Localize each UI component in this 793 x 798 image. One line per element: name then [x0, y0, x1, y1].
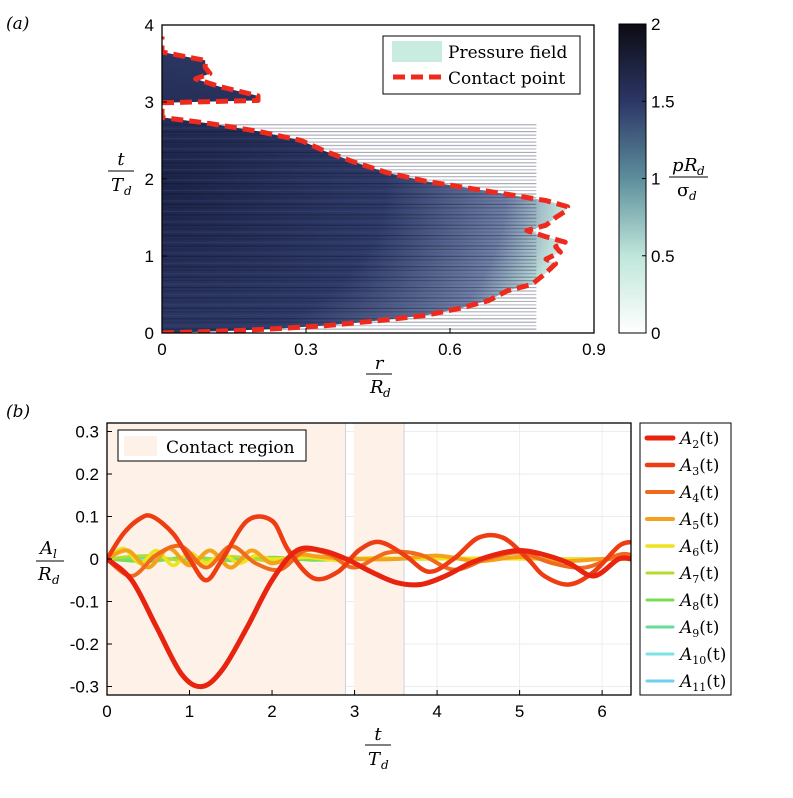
legend-contact-region: Contact region — [117, 429, 307, 462]
colorbar-tick-label: 1.5 — [651, 92, 675, 111]
colorbar-label-den-sub: d — [689, 189, 697, 203]
y-tick-label-a: 0 — [145, 324, 154, 343]
x-tick-label-b: 3 — [350, 702, 359, 721]
legend-a-pressure-label: Pressure field — [448, 43, 567, 63]
legend-b-label-a4: A4(t) — [678, 483, 719, 505]
x-label-b-den-sub: d — [381, 758, 389, 772]
y-tick-label-b: 0.3 — [75, 423, 99, 442]
legend-b-items: A2(t) A3(t) A4(t) A5(t) A6(t) A7(t) A8(t) A9(t)… — [644, 429, 726, 694]
y-label-b-den: R — [37, 564, 52, 585]
legend-b-label-a10: A10(t) — [678, 645, 726, 667]
x-tick-label-a: 0 — [157, 340, 166, 359]
colorbar-label: p R d σ d — [669, 155, 708, 203]
colorbar-tick-label: 0 — [651, 324, 660, 343]
x-tick-label-a: 0.6 — [438, 340, 462, 359]
y-ticks-b: 0.3 0.2 0.1 0 -0.1 -0.2 -0.3 — [70, 423, 112, 697]
y-ticks-a: 0 1 2 3 4 — [145, 16, 167, 343]
x-label-a-den: R — [369, 377, 384, 398]
x-tick-label-a: 0.3 — [294, 340, 318, 359]
panel-label-a: (a) — [6, 14, 29, 34]
y-label-a-den-sub: d — [124, 184, 132, 198]
colorbar-tick-label: 2 — [651, 15, 660, 34]
x-tick-label-b: 6 — [597, 702, 606, 721]
series-line-a2 — [107, 545, 631, 690]
x-tick-label-b: 5 — [515, 702, 524, 721]
x-label-b-num: t — [374, 724, 382, 745]
y-label-b-num-sub: l — [53, 547, 57, 561]
x-tick-label-b: 0 — [102, 702, 111, 721]
legend-b-label-a11: A11(t) — [678, 672, 726, 694]
y-tick-label-b: -0.2 — [70, 635, 99, 654]
contact-point-curve — [162, 36, 571, 333]
mode-amplitude-lines — [107, 513, 631, 690]
colorbar-tick-label: 1 — [651, 170, 660, 189]
pressure-field-heatmap — [162, 36, 568, 333]
y-label-a-num: t — [117, 149, 125, 170]
legend-a-pressure-swatch — [392, 41, 442, 62]
y-tick-label-a: 2 — [145, 170, 154, 189]
x-tick-label-b: 2 — [267, 702, 276, 721]
contact-point-line — [162, 36, 571, 333]
panel-label-b: (b) — [6, 402, 30, 422]
y-tick-label-b: 0 — [90, 550, 99, 569]
legend-b-label-a3: A3(t) — [678, 456, 719, 478]
x-tick-label-a: 0.9 — [582, 340, 606, 359]
x-tick-label-b: 4 — [432, 702, 441, 721]
legend-b-box — [639, 422, 732, 696]
legend-b-label-a6: A6(t) — [678, 537, 719, 559]
y-tick-label-a: 1 — [145, 247, 154, 266]
colorbar: 0 0.5 1 1.5 2 p R d σ d — [618, 15, 708, 343]
y-tick-label-a: 3 — [145, 93, 154, 112]
legend-b-label-a7: A7(t) — [678, 564, 719, 586]
y-tick-label-b: 0.1 — [75, 508, 99, 527]
legend-contact-region-label: Contact region — [166, 438, 295, 458]
colorbar-tick-label: 0.5 — [651, 247, 675, 266]
x-label-a-den-sub: d — [383, 386, 391, 400]
colorbar-label-num-sub: d — [697, 164, 705, 178]
legend-b-label-a5: A5(t) — [678, 510, 719, 532]
legend-b: A2(t) A3(t) A4(t) A5(t) A6(t) A7(t) A8(t) A9(t)… — [639, 422, 732, 696]
y-tick-label-b: -0.1 — [70, 593, 99, 612]
colorbar-gradient — [618, 23, 647, 334]
x-label-a-num: r — [375, 353, 385, 374]
y-tick-label-b: 0.2 — [75, 465, 99, 484]
x-ticks-a: 0 0.3 0.6 0.9 — [157, 328, 606, 359]
x-label-b-den: T — [368, 749, 382, 770]
x-tick-label-b: 1 — [185, 702, 194, 721]
y-axis-label-a: t T d — [108, 149, 134, 198]
colorbar-label-p: p — [672, 155, 684, 176]
legend-b-label-a8: A8(t) — [678, 591, 719, 613]
legend-b-label-a9: A9(t) — [678, 618, 719, 640]
legend-a-contact-label: Contact point — [448, 69, 565, 89]
pressure-field-area — [162, 36, 568, 333]
y-label-a-den: T — [111, 175, 125, 196]
x-axis-label-b: t T d — [365, 724, 391, 772]
y-axis-label-b: A l R d — [36, 538, 64, 587]
x-axis-label-a: r R d — [366, 353, 392, 400]
y-label-b-den-sub: d — [52, 573, 60, 587]
colorbar-label-R: R — [683, 155, 698, 176]
y-tick-label-a: 4 — [145, 16, 154, 35]
colorbar-ticks: 0 0.5 1 1.5 2 — [642, 15, 675, 343]
legend-contact-region-swatch — [124, 436, 157, 456]
colorbar-label-den: σ — [677, 180, 689, 201]
x-ticks-b: 0 1 2 3 4 5 6 — [102, 690, 607, 721]
y-label-b-num: A — [38, 538, 53, 559]
legend-b-label-a2: A2(t) — [678, 429, 719, 451]
legend-a: Pressure field Contact point — [382, 35, 581, 95]
y-tick-label-b: -0.3 — [70, 678, 99, 697]
